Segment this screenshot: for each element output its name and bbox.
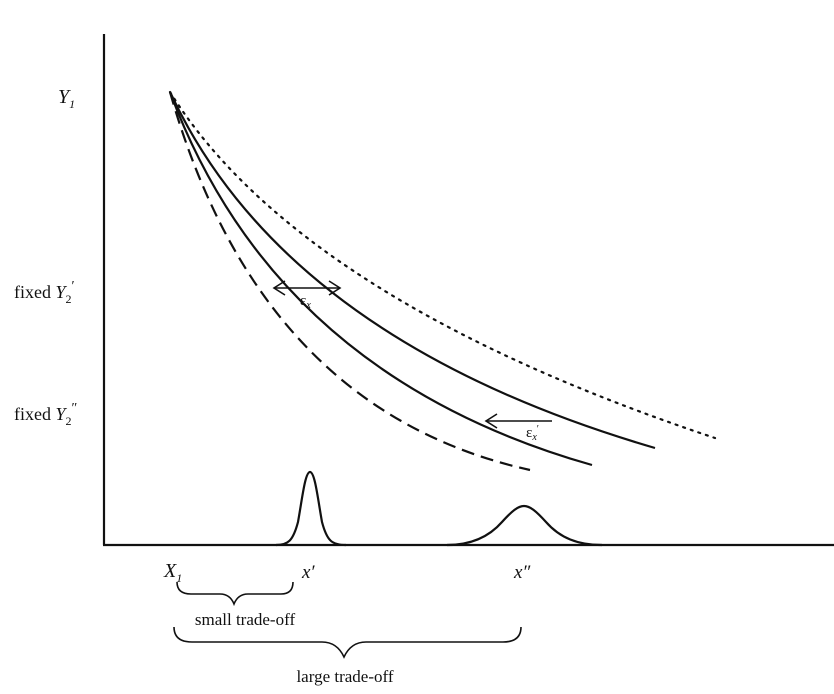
solid-curve-lower <box>168 91 593 467</box>
large-brace <box>173 626 522 659</box>
epsilon-arrow-2 <box>484 413 552 429</box>
x-prime-label: x′ <box>301 562 315 583</box>
distribution-wide <box>446 504 603 547</box>
small-brace <box>176 581 294 607</box>
epsilon-label-2: εx′ <box>526 424 539 443</box>
x1-label: X1 <box>163 560 182 585</box>
large-trade-off-label: large trade-off <box>296 667 393 686</box>
small-trade-off-label: small trade-off <box>195 610 296 629</box>
fixed-y2-double-prime-label: fixed Y2″ <box>14 401 78 428</box>
epsilon-label-1: εx <box>300 293 311 311</box>
dotted-curve <box>168 90 717 440</box>
distribution-narrow <box>275 470 347 547</box>
x-double-prime-label: x″ <box>513 562 531 583</box>
fixed-y2-prime-label: fixed Y2′ <box>14 279 75 306</box>
dashed-curve <box>168 91 531 472</box>
solid-curve-upper <box>169 91 656 450</box>
y1-label: Y1 <box>58 86 75 111</box>
epsilon-arrow-1 <box>272 280 342 296</box>
